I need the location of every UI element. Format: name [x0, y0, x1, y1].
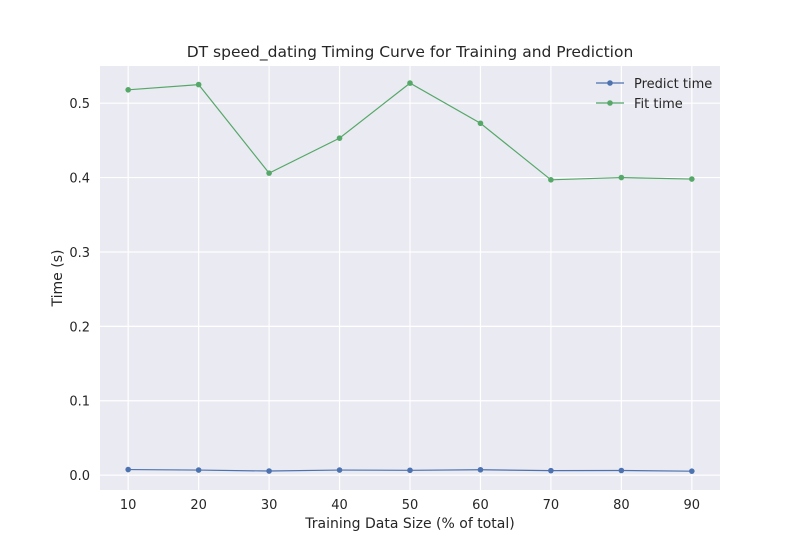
data-point-fit-time: [477, 120, 484, 127]
chart-title: DT speed_dating Timing Curve for Trainin…: [187, 43, 634, 62]
grid-lines: [100, 66, 720, 490]
data-point-fit-time: [689, 176, 695, 182]
data-point-predict-time: [336, 467, 343, 473]
y-tick-label: 0.0: [69, 469, 90, 484]
data-point-predict-time: [195, 467, 202, 473]
legend-label-fit-time: Fit time: [634, 97, 683, 112]
x-tick-label: 10: [120, 498, 137, 513]
data-point-fit-time: [407, 80, 413, 86]
x-tick-label: 50: [402, 498, 419, 513]
data-point-fit-time: [125, 87, 131, 93]
data-point-fit-time: [336, 135, 343, 141]
x-tick-label: 60: [472, 498, 489, 513]
x-tick-label: 30: [261, 498, 278, 513]
series-fit-time: [125, 80, 695, 183]
y-tick-label: 0.5: [69, 97, 90, 112]
x-tick-label: 90: [684, 498, 701, 513]
data-point-predict-time: [618, 467, 625, 474]
data-point-fit-time: [618, 174, 625, 181]
legend: Predict time Fit time: [596, 77, 712, 112]
y-tick-label: 0.1: [69, 395, 90, 410]
legend-label-predict-time: Predict time: [634, 77, 712, 92]
series-predict-time: [125, 466, 695, 474]
y-tick-label: 0.4: [69, 172, 90, 187]
y-tick-label: 0.2: [69, 320, 90, 335]
x-tick-label: 80: [613, 498, 630, 513]
data-point-predict-time: [407, 467, 413, 474]
data-point-fit-time: [195, 81, 202, 88]
legend-dot-fit-time: [607, 100, 613, 106]
data-point-predict-time: [689, 468, 695, 474]
data-point-predict-time: [477, 466, 484, 473]
y-axis-label: Time (s): [50, 250, 66, 308]
y-tick-label: 0.3: [69, 246, 90, 261]
data-point-fit-time: [548, 177, 554, 183]
data-point-predict-time: [125, 466, 131, 473]
data-point-fit-time: [266, 170, 272, 176]
x-tick-label: 70: [543, 498, 560, 513]
data-point-predict-time: [548, 467, 554, 474]
x-axis-label: Training Data Size (% of total): [304, 516, 514, 532]
data-point-predict-time: [266, 468, 272, 474]
legend-dot-predict-time: [607, 80, 613, 86]
series-layer: [125, 80, 695, 474]
x-tick-label: 20: [190, 498, 207, 513]
x-tick-label: 40: [331, 498, 348, 513]
tick-labels: 10 20 30 40 50 60 70 80 90 0.0 0.1 0.2 0.3 0.4 0.5: [69, 97, 700, 513]
